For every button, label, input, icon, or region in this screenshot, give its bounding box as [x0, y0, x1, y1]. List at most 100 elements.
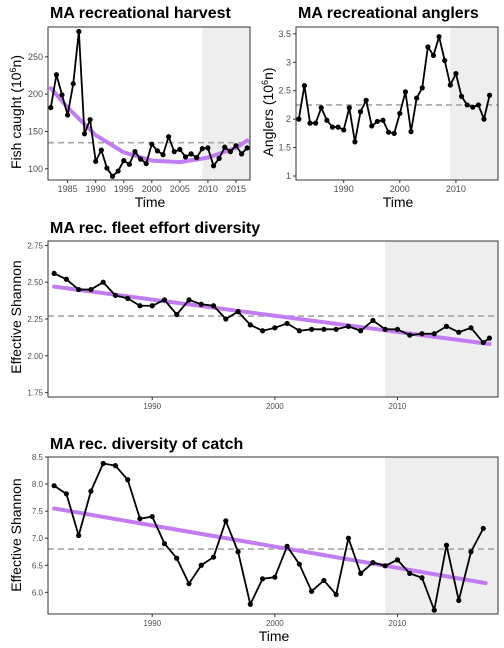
anglers-y-label-sup: 6 — [260, 80, 270, 85]
catch-point — [382, 563, 388, 569]
catch-y-tick-label: 8.0 — [32, 480, 44, 489]
harvest-title: MA recreational harvest — [50, 5, 231, 22]
catch-shaded-region — [385, 457, 498, 614]
catch-title: MA rec. diversity of catch — [50, 436, 243, 453]
anglers-point — [486, 92, 493, 98]
catch-point — [174, 555, 180, 561]
anglers-y-label-end: n) — [260, 67, 276, 79]
catch-x-tick-label: 2000 — [266, 619, 284, 628]
anglers-point — [357, 109, 364, 115]
anglers-panel: MA recreational anglers 1990 2000 2010 1 1.5… — [260, 5, 499, 210]
catch-point — [76, 532, 82, 539]
catch-point — [112, 463, 119, 469]
catch-point — [259, 576, 266, 582]
catch-point — [235, 549, 241, 555]
effort-title: MA rec. fleet effort diversity — [50, 220, 260, 237]
catch-point — [419, 575, 425, 581]
harvest-point — [126, 161, 132, 167]
harvest-point — [199, 146, 205, 152]
anglers-point — [374, 118, 380, 125]
effort-point — [235, 309, 241, 315]
anglers-point — [430, 52, 437, 59]
effort-point — [407, 332, 413, 338]
effort-point — [100, 279, 106, 285]
effort-point — [125, 295, 131, 301]
catch-y-tick-label: 6.0 — [32, 588, 44, 597]
effort-y-tick-label: 2.00 — [27, 352, 43, 361]
harvest-point — [48, 105, 54, 111]
effort-point — [149, 303, 155, 309]
harvest-point — [70, 81, 76, 87]
harvest-x-tick-label: 2000 — [142, 184, 162, 194]
anglers-frame — [295, 26, 499, 181]
catch-y-label: Effective Shannon — [8, 478, 24, 591]
catch-point — [125, 477, 131, 483]
effort-point — [370, 317, 376, 324]
catch-panel: MA rec. diversity of catch 1990 2000 2010 6… — [8, 436, 499, 644]
anglers-point — [335, 124, 341, 130]
effort-point — [76, 286, 82, 293]
effort-y-tick-label: 1.75 — [27, 389, 43, 398]
catch-frame — [47, 456, 499, 615]
anglers-point — [313, 120, 319, 126]
harvest-x-tick-label: 2010 — [198, 184, 218, 194]
effort-point — [137, 303, 143, 309]
harvest-point — [182, 154, 189, 160]
harvest-point — [104, 165, 110, 171]
effort-point — [88, 286, 94, 293]
catch-point — [284, 543, 290, 549]
harvest-y-tick-label: 150 — [28, 126, 43, 136]
catch-point — [88, 488, 94, 494]
anglers-y-tick-label: 3 — [286, 57, 291, 67]
anglers-y-tick-label: 2.5 — [278, 86, 291, 96]
harvest-x-tick-label: 1985 — [58, 184, 78, 194]
effort-x-tick-label: 1990 — [143, 402, 161, 411]
catch-point — [186, 581, 192, 587]
anglers-point — [385, 129, 392, 135]
harvest-point — [143, 160, 149, 167]
harvest-x-tick-label: 2015 — [226, 184, 246, 194]
harvest-trend-line — [48, 86, 250, 165]
anglers-point — [419, 85, 425, 91]
harvest-point — [65, 112, 71, 118]
anglers-point — [402, 89, 409, 95]
effort-point — [112, 292, 119, 299]
catch-point — [321, 577, 327, 584]
anglers-point — [397, 110, 403, 117]
harvest-y-label: Fish caught (106n) — [8, 55, 24, 169]
catch-point — [198, 562, 204, 568]
harvest-point — [166, 134, 172, 140]
effort-point — [161, 297, 168, 303]
effort-y-tick-label: 2.50 — [27, 278, 43, 287]
harvest-point — [76, 28, 82, 35]
effort-y-label: Effective Shannon — [8, 260, 24, 373]
effort-x-tick-label: 2000 — [266, 402, 284, 411]
effort-point — [468, 325, 474, 331]
effort-x-tick-label: 2010 — [389, 402, 407, 411]
catch-point — [309, 588, 315, 594]
catch-point — [51, 483, 57, 489]
anglers-y-tick-label: 1.5 — [278, 143, 291, 153]
anglers-y-tick-label: 2 — [286, 114, 291, 124]
harvest-point — [115, 168, 121, 174]
catch-point — [149, 513, 155, 520]
effort-point — [210, 303, 217, 309]
effort-point — [174, 311, 180, 318]
harvest-y-tick-label: 250 — [28, 52, 43, 62]
catch-point — [370, 559, 376, 566]
anglers-y-tick-label: 3.5 — [278, 29, 291, 39]
anglers-point — [352, 139, 358, 145]
harvest-point — [171, 149, 177, 155]
effort-point — [51, 270, 57, 276]
effort-panel: MA rec. fleet effort diversity 1990 2000 2… — [8, 220, 499, 411]
anglers-point — [436, 34, 442, 40]
catch-x-label: Time — [259, 628, 290, 644]
effort-point — [259, 328, 266, 334]
catch-point — [100, 460, 106, 467]
anglers-title: MA recreational anglers — [298, 5, 479, 22]
harvest-point — [160, 152, 166, 158]
effort-point — [223, 316, 229, 322]
anglers-point — [329, 124, 336, 130]
effort-point — [431, 331, 437, 337]
harvest-point — [81, 131, 88, 137]
